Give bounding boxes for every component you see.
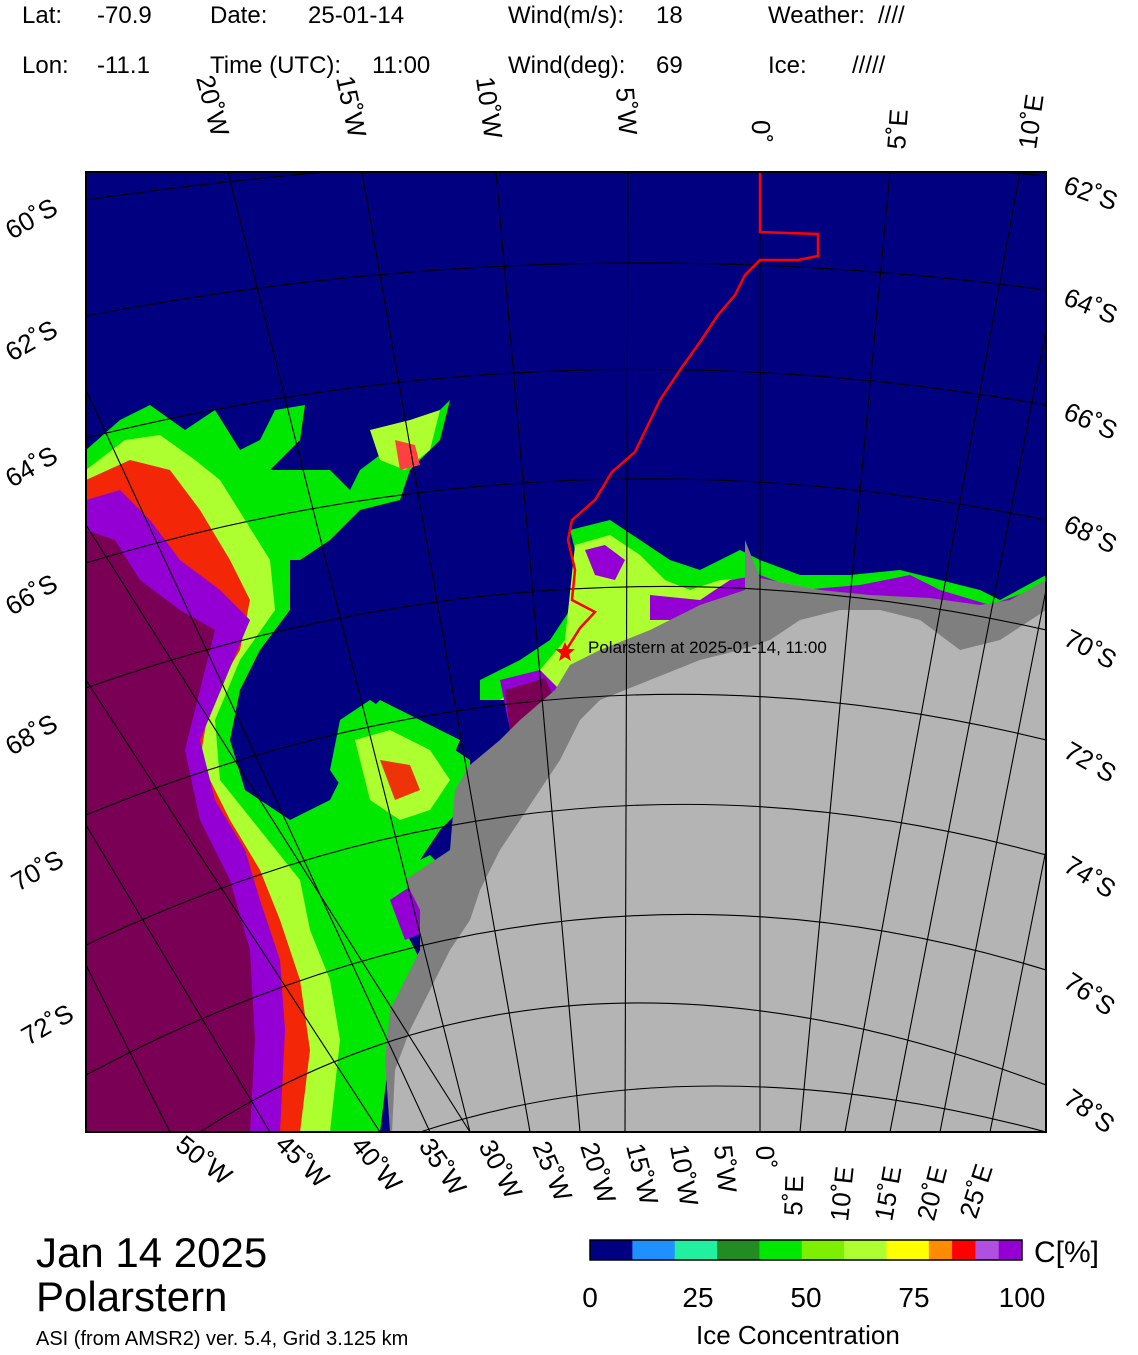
bottom-lon-label: 35˚W (413, 1133, 473, 1202)
right-lat-label: 76˚S (1059, 966, 1121, 1022)
left-lat-labels: 60˚S 62˚S 64˚S 66˚S 68˚S 70˚S 72˚S (0, 192, 79, 1051)
colorbar-swatch (952, 1240, 976, 1260)
bottom-lon-label: 20˚E (911, 1163, 953, 1224)
right-lat-labels: 62˚S 64˚S 66˚S 68˚S 70˚S 72˚S 74˚S 76˚S … (1058, 169, 1121, 1139)
colorbar-swatch (928, 1240, 953, 1260)
bottom-lon-label: 15˚W (620, 1140, 664, 1208)
weather-label: Weather: (768, 2, 865, 29)
right-lat-label: 66˚S (1060, 396, 1122, 446)
left-lat-label: 72˚S (16, 998, 79, 1051)
date-value: 25-01-14 (308, 2, 405, 29)
colorbar-frame (589, 1239, 1023, 1261)
lon-value: -11.1 (97, 52, 150, 79)
footer-source: ASI (from AMSR2) ver. 5.4, Grid 3.125 km (36, 1328, 409, 1350)
bottom-lon-labels: 50˚W 45˚W 40˚W 35˚W 30˚W 25˚W 20˚W 15˚W … (170, 1129, 998, 1224)
colorbar-tick: 0 (582, 1282, 598, 1313)
bottom-lon-label: 45˚W (270, 1129, 336, 1194)
wind-speed-value: 18 (656, 2, 683, 29)
sea-ice-west (86, 400, 460, 1132)
wind-dir-label: Wind(deg): (508, 52, 626, 79)
colorbar-tick: 100 (998, 1282, 1046, 1313)
colorbar-swatch (801, 1240, 845, 1260)
colorbar-swatch (998, 1240, 1023, 1260)
bottom-lon-label: 0˚ (750, 1145, 781, 1169)
top-lon-label: 10˚E (1012, 92, 1049, 151)
left-lat-label: 68˚S (0, 708, 63, 761)
weather-value: //// (878, 2, 905, 29)
bottom-lon-label: 25˚W (526, 1137, 578, 1206)
left-lat-label: 60˚S (0, 192, 63, 245)
left-lat-label: 64˚S (0, 440, 63, 493)
time-label: Time (UTC): (210, 52, 342, 79)
colorbar-tick: 50 (790, 1282, 822, 1313)
colorbar-swatch (590, 1240, 633, 1260)
map-frame (85, 171, 1047, 1133)
right-lat-label: 62˚S (1060, 169, 1122, 216)
footer-vessel: Polarstern (36, 1273, 228, 1320)
colorbar-unit: C[%] (1034, 1236, 1100, 1269)
bottom-lon-label: 15˚E (868, 1164, 907, 1223)
bottom-lon-label: 30˚W (473, 1135, 529, 1204)
colorbar-title: Ice Concentration (696, 1320, 900, 1350)
right-lat-label: 78˚S (1058, 1083, 1120, 1140)
right-lat-label: 74˚S (1059, 850, 1121, 905)
right-lat-label: 70˚S (1059, 623, 1122, 675)
ship-position-star-icon (555, 642, 575, 661)
colorbar-swatch (674, 1240, 718, 1260)
left-lat-label: 66˚S (0, 568, 63, 621)
top-lon-label: 5˚W (610, 86, 643, 136)
wind-dir-value: 69 (656, 52, 683, 79)
graticule (86, 172, 1046, 1132)
wind-speed-label: Wind(m/s): (508, 2, 624, 29)
bottom-lon-label: 40˚W (345, 1131, 408, 1198)
bottom-lon-label: 25˚E (953, 1160, 999, 1222)
lon-label: Lon: (22, 52, 69, 79)
top-lon-label: 15˚W (330, 73, 372, 140)
right-lat-label: 68˚S (1059, 508, 1122, 559)
top-lon-label: 20˚W (190, 72, 235, 140)
date-label: Date: (210, 2, 268, 29)
bottom-lon-label: 5˚W (708, 1143, 743, 1194)
colorbar-tick: 25 (682, 1282, 714, 1313)
top-lon-labels: 20˚W 15˚W 10˚W 5˚W 0˚ 5˚E 10˚E (190, 72, 1049, 151)
top-lon-label: 5˚E (881, 108, 914, 150)
time-value: 11:00 (372, 52, 431, 79)
colorbar-swatch (886, 1240, 930, 1260)
colorbar-swatch (759, 1240, 803, 1260)
bottom-lon-label: 10˚W (664, 1142, 704, 1209)
ice-label: Ice: (768, 52, 807, 79)
bottom-lon-label: 5˚E (778, 1175, 809, 1216)
bottom-lon-label: 10˚E (824, 1165, 860, 1223)
colorbar-swatch (717, 1240, 760, 1260)
ice-value: ///// (852, 52, 886, 79)
ship-track (563, 172, 820, 653)
left-lat-label: 62˚S (0, 314, 63, 367)
colorbar (589, 1239, 1023, 1261)
footer-date: Jan 14 2025 (36, 1229, 268, 1276)
colorbar-swatch (975, 1240, 1000, 1260)
lat-value: -70.9 (97, 2, 152, 29)
right-lat-label: 72˚S (1059, 735, 1122, 788)
lat-label: Lat: (22, 2, 63, 29)
ship-label: Polarstern at 2025-01-14, 11:00 (588, 638, 827, 657)
bottom-lon-label: 20˚W (574, 1139, 622, 1208)
top-lon-label: 10˚W (470, 75, 508, 141)
right-lat-label: 64˚S (1060, 282, 1122, 330)
left-lat-label: 70˚S (6, 844, 69, 897)
colorbar-swatch (844, 1240, 887, 1260)
bottom-lon-label: 50˚W (170, 1129, 238, 1191)
colorbar-tick: 75 (898, 1282, 930, 1313)
land-ice (392, 610, 1046, 1132)
top-lon-label: 0˚ (746, 120, 776, 143)
colorbar-swatch (632, 1240, 676, 1260)
